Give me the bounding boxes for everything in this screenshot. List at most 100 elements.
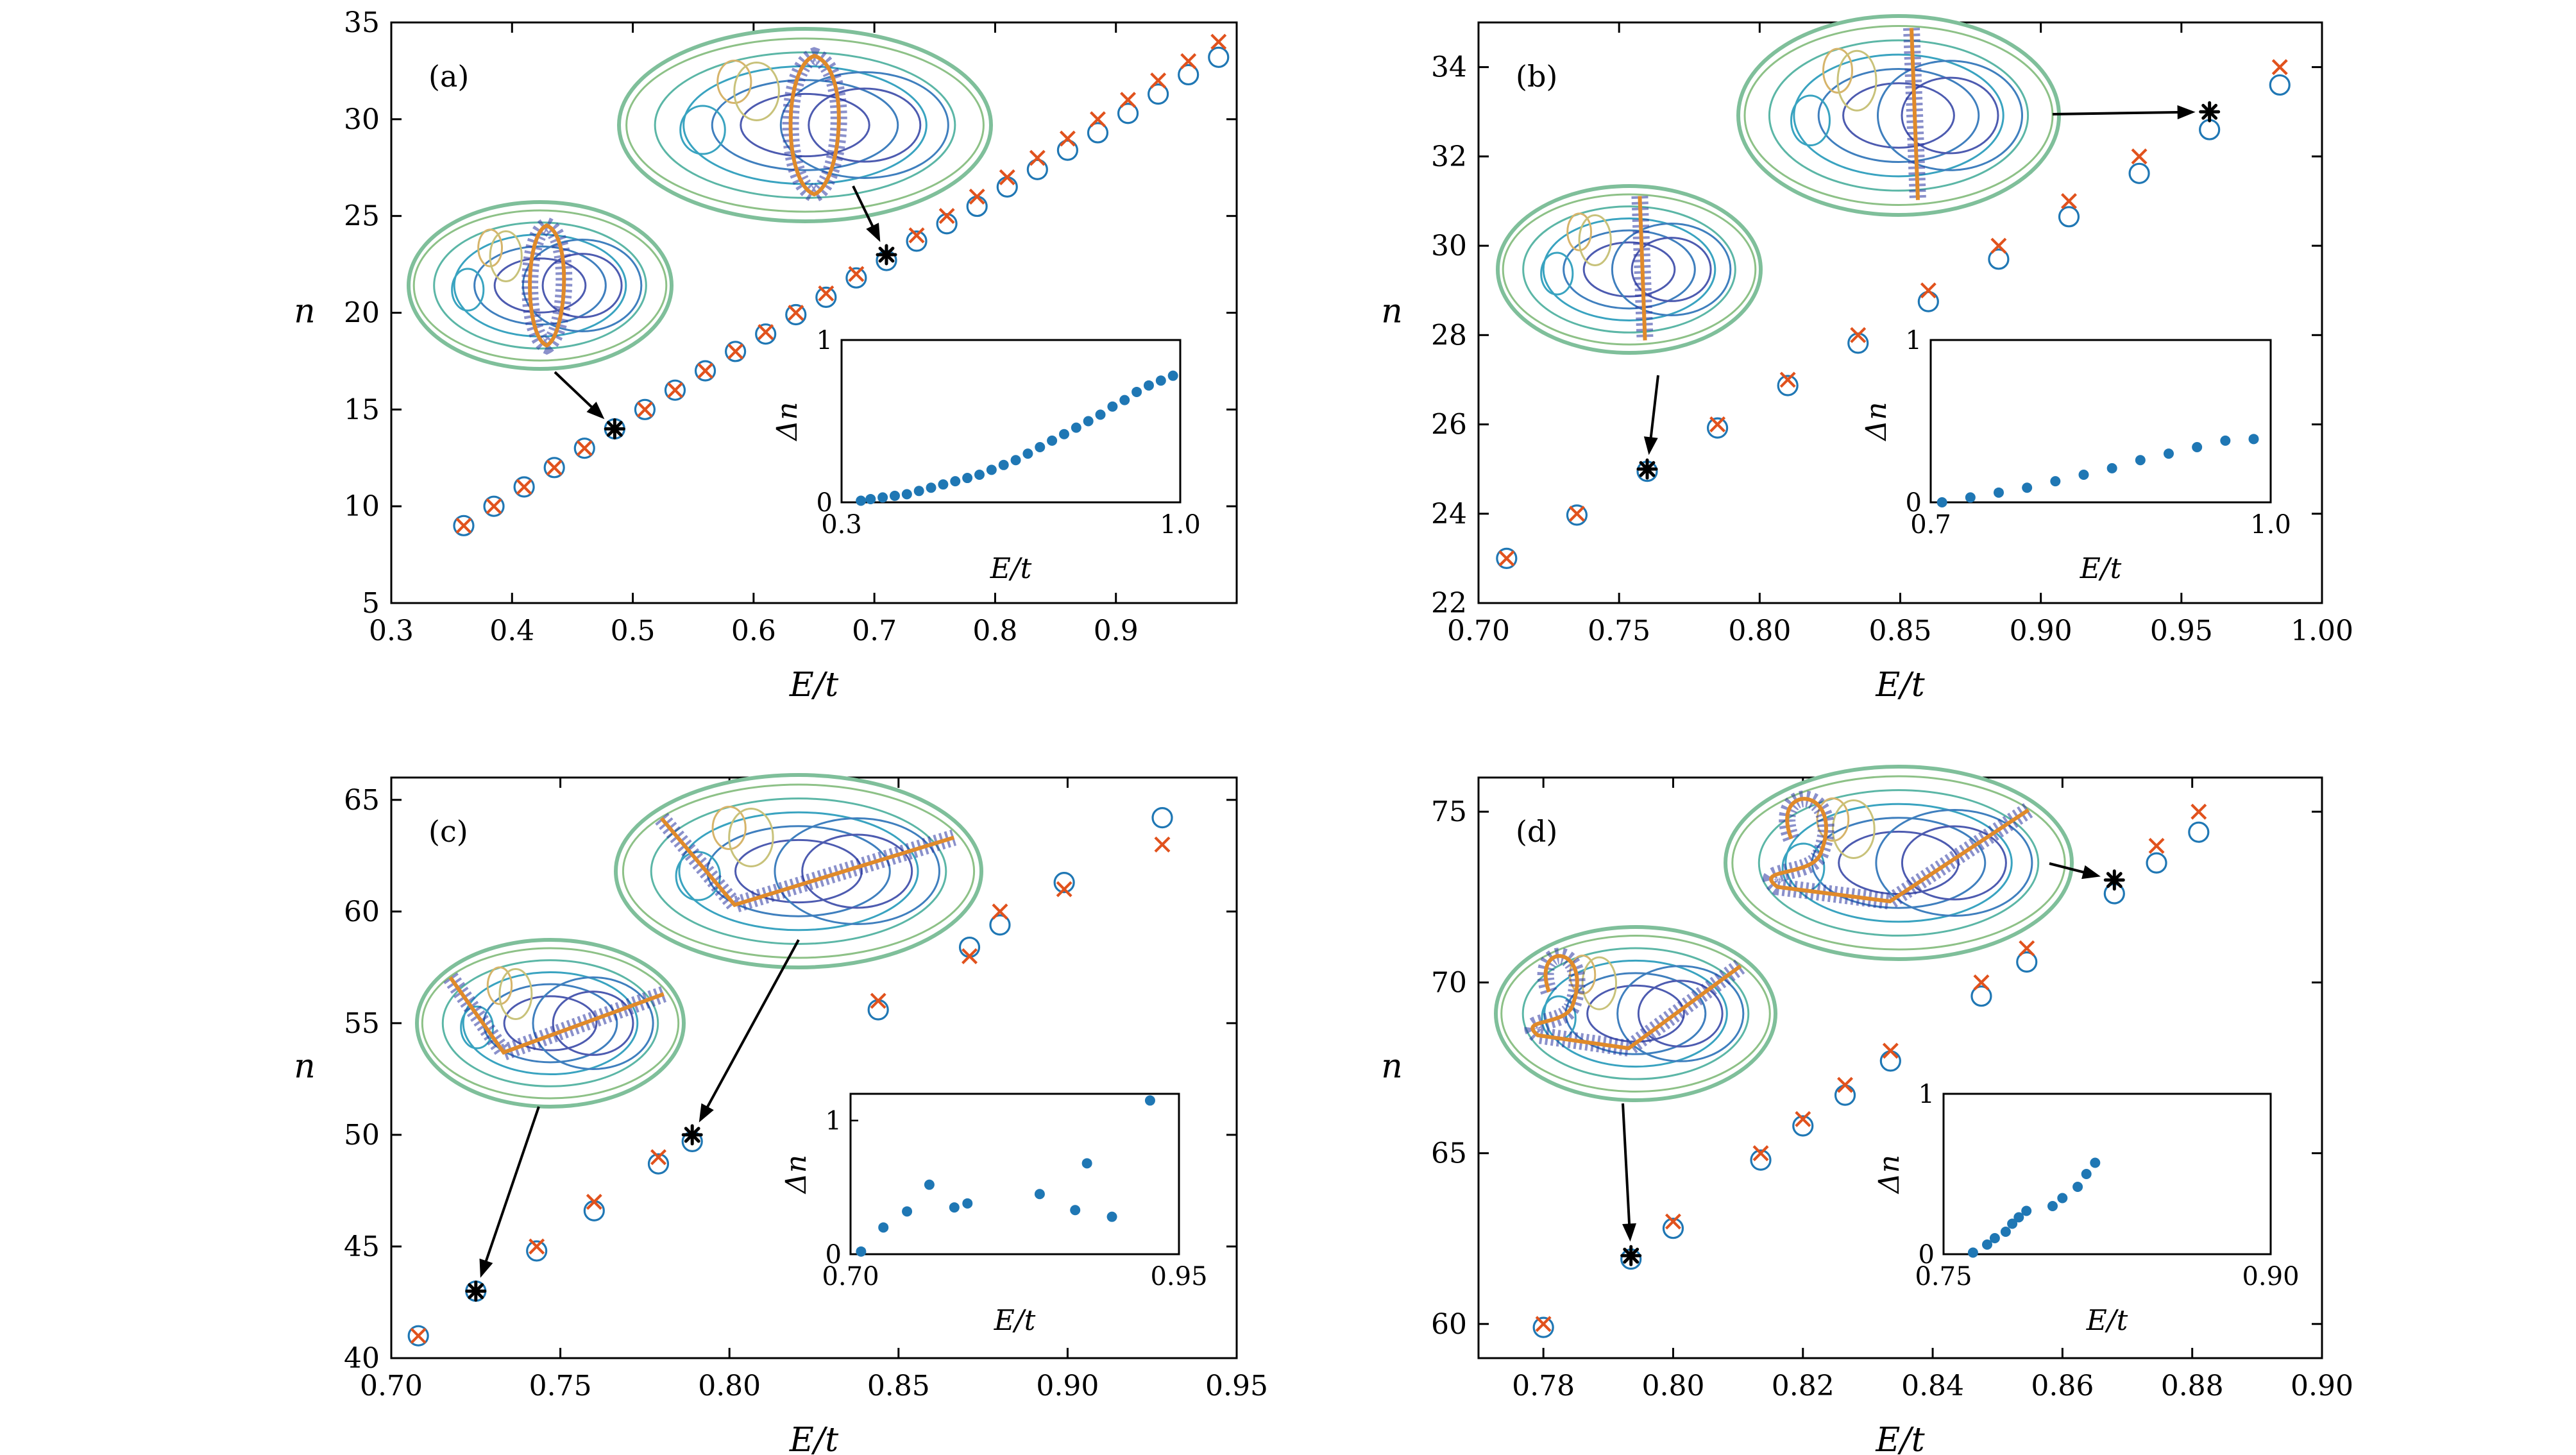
data-point-cross — [962, 948, 978, 964]
data-point-circle — [867, 999, 889, 1021]
arrow-head — [2081, 865, 2101, 880]
panel-a: 0.3 0.4 0.5 0.6 0.7 0.8 0.95101520253035E/tn(a… — [294, 6, 1238, 704]
data-point-circle — [1056, 139, 1079, 161]
data-point-cross — [969, 189, 985, 205]
inset: 0.3 1.0 0 1 E/t Δn — [771, 326, 1201, 585]
x-tick-label: 0.95 — [1205, 1370, 1268, 1402]
inset-frame — [1942, 1093, 2272, 1255]
inset-data-point — [2022, 482, 2033, 493]
data-point-cross — [666, 382, 683, 398]
data-point-circle — [958, 936, 981, 958]
wavefunction-thumbnail — [1736, 14, 2061, 217]
y-tick-label: 70 — [1431, 966, 1467, 999]
inset-data-point — [1095, 409, 1106, 420]
inset-data-point — [1967, 1247, 1978, 1258]
data-point-cross — [1210, 33, 1227, 50]
data-point-cross — [999, 169, 1015, 185]
x-tick-label: 0.85 — [1869, 615, 1932, 647]
inset: 0.75 0.90 0 1 E/t Δn — [1873, 1080, 2300, 1337]
x-tick-label: 0.75 — [1588, 615, 1650, 647]
y-tick-label: 24 — [1431, 498, 1467, 531]
data-point-cross — [992, 903, 1008, 920]
y-tick-label: 30 — [1431, 230, 1467, 262]
inset-data-point — [1047, 435, 1058, 446]
inset-data-point — [856, 495, 867, 506]
inset-data-point — [2248, 434, 2259, 445]
x-tick-label: 0.82 — [1772, 1370, 1835, 1402]
data-point-circle — [2058, 206, 2080, 228]
y-tick-label: 26 — [1431, 409, 1467, 441]
inset-data-point — [2081, 1169, 2092, 1179]
inset-x-tick-label: 0.90 — [2242, 1262, 2299, 1291]
y-axis-label: n — [1381, 1048, 1403, 1086]
inset-data-point — [938, 479, 949, 490]
data-point-circle — [2269, 74, 2291, 96]
x-tick-label: 0.85 — [867, 1370, 930, 1402]
y-tick-label: 5 — [362, 587, 380, 620]
x-tick-label: 0.7 — [852, 615, 897, 647]
data-point-circle — [543, 457, 565, 479]
data-point-circle — [1777, 375, 1799, 396]
inset-data-point — [2106, 463, 2117, 473]
data-point-circle — [1988, 248, 2010, 270]
data-point-cross — [2148, 837, 2165, 854]
x-tick-label: 0.70 — [360, 1370, 423, 1402]
inset: 0.7 1.0 0 1 E/t Δn — [1860, 326, 2291, 585]
y-tick-label: 30 — [344, 103, 380, 136]
panel-label: (b) — [1516, 59, 1557, 94]
inset-data-point — [2078, 469, 2089, 480]
arrow-head — [1643, 436, 1658, 455]
data-point-circle — [845, 267, 867, 289]
data-point-cross — [1990, 237, 2007, 254]
data-point-circle — [1208, 46, 1230, 68]
inset-data-point — [1994, 487, 2004, 498]
data-point-circle — [647, 1153, 670, 1175]
x-tick-label: 0.88 — [2161, 1370, 2224, 1402]
data-point-cross — [1882, 1042, 1899, 1059]
inset-x-axis-label: E/t — [2086, 1304, 2128, 1337]
inset-x-tick-label: 0.95 — [1150, 1262, 1207, 1291]
inset: 0.70 0.95 0 1 E/t Δn — [780, 1093, 1208, 1337]
y-axis-label: n — [294, 293, 316, 331]
inset-data-point — [986, 464, 997, 475]
x-axis-label: E/t — [789, 1421, 838, 1455]
data-point-cross — [1850, 327, 1867, 343]
inset-data-point — [2220, 435, 2231, 446]
x-tick-label: 0.90 — [2291, 1370, 2353, 1402]
inset-data-point — [1119, 395, 1130, 405]
classical-orbit — [788, 53, 841, 197]
highlight-marker — [1636, 458, 1658, 480]
data-point-cross — [1059, 130, 1076, 147]
inset-data-point — [1144, 1095, 1155, 1106]
classical-orbit — [1769, 797, 2030, 904]
inset-data-point — [1081, 1158, 1092, 1169]
inset-data-point — [1155, 375, 1166, 386]
inset-data-point — [962, 1198, 973, 1209]
data-point-circle — [407, 1325, 429, 1347]
data-point-circle — [526, 1240, 548, 1262]
data-point-cross — [2131, 148, 2148, 165]
classical-orbit — [659, 817, 955, 907]
data-point-circle — [1750, 1149, 1772, 1171]
inset-data-point — [1070, 1205, 1081, 1216]
inset-data-point — [877, 492, 888, 503]
inset-data-point — [889, 490, 900, 501]
inset-y-tick-label: 1 — [817, 326, 833, 355]
data-point-circle — [1834, 1084, 1856, 1106]
data-point-cross — [848, 266, 865, 282]
data-point-cross — [1180, 53, 1197, 69]
x-tick-label: 0.3 — [369, 615, 414, 647]
x-tick-label: 0.90 — [1036, 1370, 1099, 1402]
data-point-circle — [989, 914, 1011, 936]
inset-data-point — [1083, 416, 1094, 427]
inset-data-point — [865, 493, 876, 504]
x-tick-label: 0.75 — [529, 1370, 592, 1402]
inset-data-point — [974, 469, 985, 480]
x-tick-label: 0.80 — [698, 1370, 761, 1402]
inset-y-tick-label: 0 — [1906, 488, 1922, 518]
y-tick-label: 22 — [1431, 587, 1467, 620]
y-tick-label: 65 — [1431, 1137, 1467, 1170]
inset-y-axis-label: Δn — [771, 402, 804, 441]
inset-data-point — [1131, 386, 1142, 397]
